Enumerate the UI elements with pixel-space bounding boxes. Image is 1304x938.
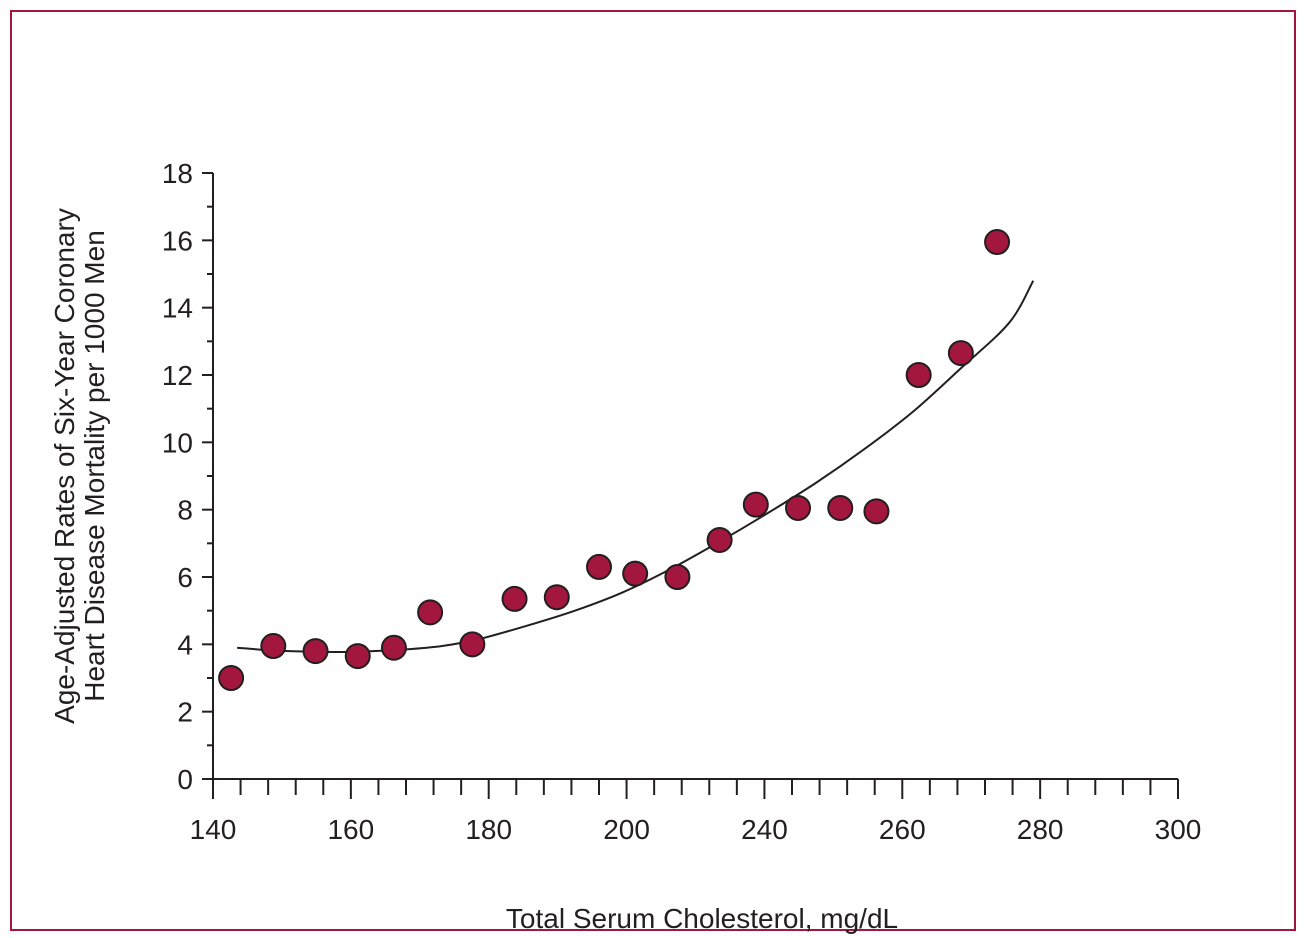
y-tick-label: 6 xyxy=(177,562,193,593)
y-tick-label: 18 xyxy=(162,158,193,189)
x-tick-label: 300 xyxy=(1155,814,1202,845)
data-point xyxy=(785,494,812,521)
data-point xyxy=(905,362,932,388)
data-points xyxy=(218,229,1011,691)
data-point xyxy=(218,665,245,691)
y-tick-label: 10 xyxy=(162,427,193,458)
data-point xyxy=(586,553,612,580)
x-axis-title: Total Serum Cholesterol, mg/dL xyxy=(506,903,898,934)
data-point xyxy=(863,498,890,525)
x-tick-label: 280 xyxy=(1017,814,1064,845)
y-axis-title-line2: Heart Disease Mortality per 1000 Men xyxy=(79,230,110,702)
data-point xyxy=(622,560,649,587)
data-point xyxy=(260,633,287,660)
data-point xyxy=(380,634,407,661)
data-point xyxy=(984,229,1011,256)
x-tick-label: 260 xyxy=(879,814,926,845)
data-point xyxy=(706,526,733,553)
y-axis-title-line1: Age-Adjusted Rates of Six-Year Coronary xyxy=(49,208,80,724)
y-tick-label: 4 xyxy=(177,629,193,660)
x-tick-label: 180 xyxy=(465,814,512,845)
data-point xyxy=(543,584,570,611)
data-point xyxy=(827,494,854,521)
trend-curve xyxy=(237,280,1035,653)
y-tick-label: 12 xyxy=(162,360,193,391)
x-tick-label: 160 xyxy=(327,814,374,845)
y-tick-label: 14 xyxy=(162,293,193,324)
y-tick-label: 2 xyxy=(177,697,193,728)
chart-frame xyxy=(10,10,1296,931)
y-tick-label: 8 xyxy=(177,495,193,526)
data-point xyxy=(459,631,486,658)
data-point xyxy=(742,491,769,518)
data-point xyxy=(344,643,371,670)
x-tick-label: 240 xyxy=(741,814,788,845)
data-point xyxy=(947,340,974,367)
data-point xyxy=(417,599,444,626)
data-point xyxy=(302,638,329,665)
data-point xyxy=(501,585,528,612)
x-tick-label: 140 xyxy=(190,814,237,845)
y-axis: 0 2 4 6 8 10 12 14 16 18 xyxy=(162,158,214,795)
x-axis: 140 160 180 200 240 260 280 300 xyxy=(190,778,1202,845)
y-tick-label: 16 xyxy=(162,225,193,256)
x-tick-label: 200 xyxy=(603,814,650,845)
y-tick-label: 0 xyxy=(177,764,193,795)
data-point xyxy=(664,564,691,590)
